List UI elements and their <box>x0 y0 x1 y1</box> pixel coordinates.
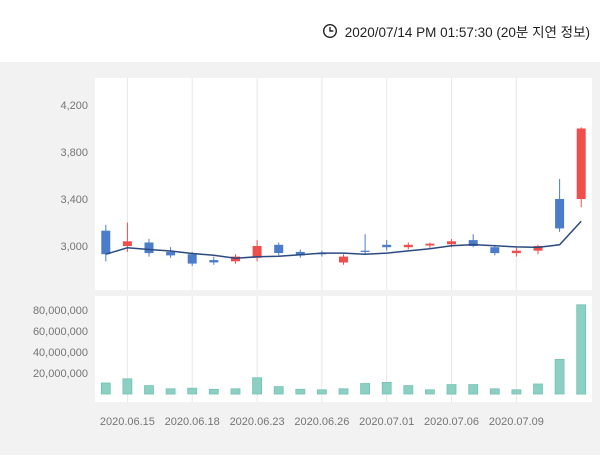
x-axis-label: 2020.06.26 <box>294 416 349 428</box>
volume-bar <box>252 377 263 395</box>
volume-bar <box>424 389 435 395</box>
x-axis-label: 2020.07.01 <box>359 416 414 428</box>
volume-bar <box>208 388 219 395</box>
candle-body <box>490 247 500 254</box>
moving-average-line <box>105 220 582 259</box>
candle-body <box>360 250 370 252</box>
x-axis-label: 2020.06.23 <box>230 416 285 428</box>
stock-chart: 2020.06.15 2020.06.18 2020.06.23 2020.06.26… <box>33 78 592 428</box>
candle-body <box>101 230 111 255</box>
candle-body <box>339 256 348 263</box>
volume-bar <box>489 388 500 395</box>
candle-body <box>274 244 284 253</box>
volume-bar <box>403 385 414 395</box>
volume-bar <box>144 385 154 395</box>
x-axis-label: 2020.07.06 <box>424 416 479 428</box>
candle-body <box>187 254 197 264</box>
volume-bar <box>165 388 176 395</box>
header: 2020/07/14 PM 01:57:30 (20분 지연 정보) <box>0 0 600 62</box>
candle-body <box>511 250 521 254</box>
clock-icon <box>322 23 338 39</box>
volume-bar <box>295 388 306 395</box>
volume-bar <box>360 383 371 395</box>
volume-bar <box>316 389 327 395</box>
x-axis-label: 2020.06.15 <box>100 416 155 428</box>
volume-tick-label: 60,000,000 <box>33 326 88 338</box>
volume-bar <box>446 384 457 395</box>
candle-body <box>122 241 132 246</box>
candle-body <box>576 128 586 199</box>
stock-chart-panel: 2020.06.15 2020.06.18 2020.06.23 2020.06.26… <box>0 62 600 455</box>
price-tick-label: 3,400 <box>60 194 88 206</box>
x-axis-label: 2020.07.09 <box>489 416 544 428</box>
volume-bar <box>338 388 349 395</box>
volume-panel <box>95 296 592 402</box>
volume-tick-label: 20,000,000 <box>33 368 88 380</box>
price-tick-label: 3,800 <box>60 147 88 159</box>
volume-bar <box>576 304 587 395</box>
volume-bar <box>381 381 392 395</box>
volume-bar <box>273 386 284 395</box>
volume-bar <box>468 384 479 395</box>
candle-body <box>209 260 219 263</box>
volume-bar <box>511 389 522 395</box>
volume-tick-label: 40,000,000 <box>33 347 88 359</box>
candle-body <box>252 246 262 258</box>
volume-bar <box>187 387 198 395</box>
candle-body <box>382 244 392 248</box>
delayed-timestamp-text: 2020/07/14 PM 01:57:30 (20분 지연 정보) <box>344 25 590 40</box>
volume-bar <box>554 358 565 395</box>
candle-body <box>144 242 154 254</box>
candle-body <box>403 244 413 248</box>
candle-body <box>555 199 565 229</box>
volume-bar <box>122 378 133 395</box>
candle-body <box>447 241 456 245</box>
candle-body <box>425 243 435 246</box>
candle-body <box>468 240 478 246</box>
volume-tick-label: 80,000,000 <box>33 305 88 317</box>
candle-body <box>295 251 305 256</box>
candle-body <box>533 246 543 251</box>
volume-bar <box>533 383 543 395</box>
candle-body <box>166 251 176 256</box>
volume-bar <box>100 382 111 395</box>
price-tick-label: 4,200 <box>60 100 88 112</box>
volume-bar <box>230 388 241 395</box>
price-tick-label: 3,000 <box>60 241 88 253</box>
x-axis-label: 2020.06.18 <box>165 416 220 428</box>
